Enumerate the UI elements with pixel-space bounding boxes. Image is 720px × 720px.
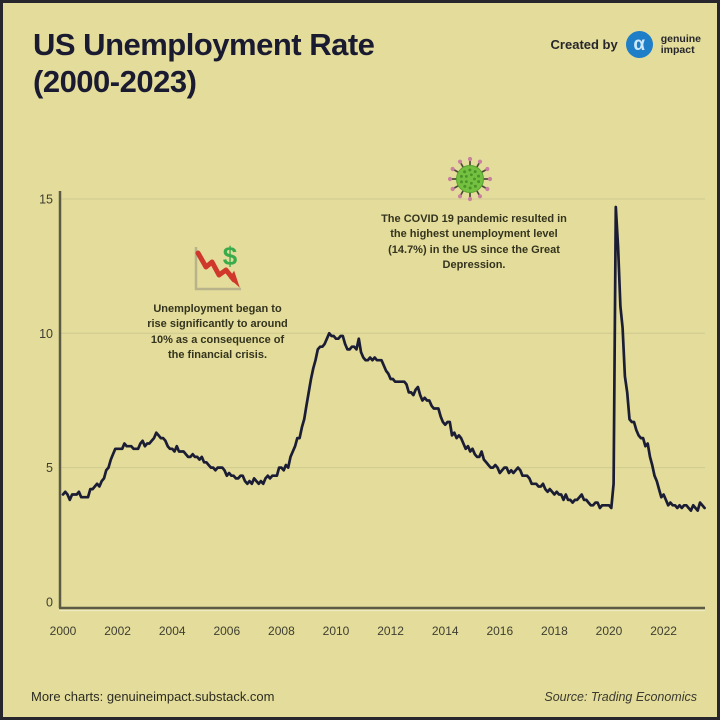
x-tick-label-2012: 2012 [377,624,404,638]
virus-spike-tip [457,159,463,164]
virus-dot [477,174,481,178]
x-tick-label-2010: 2010 [323,624,350,638]
virus-dot [469,181,473,185]
virus-spike-tip [477,159,483,164]
declining-chart-dollar-icon: $ [194,241,241,291]
x-tick-label-2022: 2022 [650,624,677,638]
unemployment-rate-line [61,205,706,512]
x-tick-label-2014: 2014 [432,624,459,638]
unemployment-line-chart: 0 5 10 15 2000 2002 2004 2006 2008 2010 2012 2014 20… [39,191,706,638]
virus-spike-tip [450,166,455,172]
x-tick-label-2016: 2016 [486,624,513,638]
x-tick-label-2008: 2008 [268,624,295,638]
virus-spike-tip [467,196,473,202]
footer-more-charts: More charts: genuineimpact.substack.com [31,689,275,704]
page-title-line1: US Unemployment Rate [33,27,375,62]
covid-virus-icon [447,156,493,202]
x-tick-label-2006: 2006 [213,624,240,638]
virus-spike-tip [477,194,483,199]
genuine-impact-logo-icon: α [625,31,653,58]
x-tick-label-2018: 2018 [541,624,568,638]
virus-spike-tip [485,186,490,192]
brand-name-line1: genuine [660,33,701,45]
y-tick-label-5: 5 [46,461,53,475]
virus-dot [469,173,473,177]
virus-dot [473,177,476,181]
virus-spike-tip [487,176,493,182]
svg-text:$: $ [223,241,238,271]
financial-crisis-annotation: Unemployment began to rise significantly … [147,303,288,362]
page-title: US Unemployment Rate (2000-2023) [33,27,375,100]
virus-spike-tip [450,186,455,192]
created-by-block: Created by α genuine impact [551,31,701,58]
brand-name: genuine impact [661,34,701,55]
virus-spike-tip [467,156,473,162]
virus-dot [473,184,477,188]
virus-dot [459,174,463,178]
virus-dot [459,180,463,184]
created-by-label: Created by [550,37,618,52]
covid-annotation: The COVID 19 pandemic resulted in the hig… [381,213,567,272]
page-title-line2: (2000-2023) [33,63,197,99]
y-tick-label-15: 15 [39,192,53,206]
virus-spike-tip [447,176,453,182]
virus-dot [464,174,468,178]
y-tick-label-0: 0 [46,596,53,610]
virus-dot [463,170,467,174]
virus-spike-tip [485,166,490,172]
footer-source: Source: Trading Economics [544,690,697,704]
x-tick-label-2000: 2000 [50,624,77,638]
x-tick-label-2020: 2020 [596,624,623,638]
x-tick-label-2004: 2004 [159,624,186,638]
x-tick-label-2002: 2002 [104,624,131,638]
virus-dot [468,168,472,172]
virus-spike-tip [457,194,463,199]
virus-dot [477,180,481,184]
y-tick-label-10: 10 [39,327,53,341]
virus-dot [464,180,468,184]
virus-dot [473,170,477,174]
virus-dot [463,184,467,188]
virus-dot [468,186,472,190]
brand-name-line2: impact [660,43,695,56]
